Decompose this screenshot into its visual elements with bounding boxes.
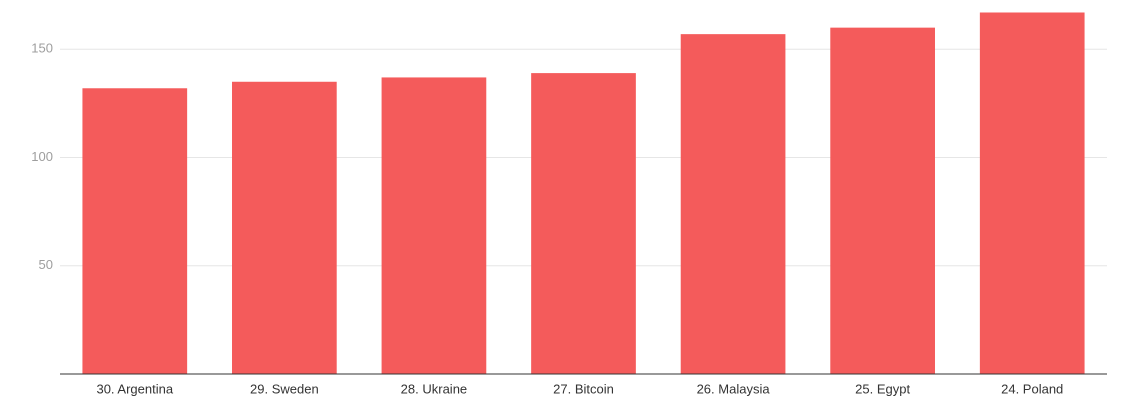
x-tick-label: 29. Sweden: [250, 381, 319, 396]
y-tick-label: 100: [31, 149, 53, 164]
bar: [830, 27, 935, 374]
bar: [232, 81, 337, 374]
bar: [531, 73, 636, 374]
x-tick-label: 26. Malaysia: [697, 381, 771, 396]
bar: [979, 12, 1085, 375]
y-tick-label: 50: [39, 257, 53, 272]
x-tick-label: 30. Argentina: [96, 381, 173, 396]
x-tick-label: 25. Egypt: [855, 381, 910, 396]
y-tick-label: 150: [31, 41, 53, 56]
bar: [381, 77, 487, 374]
x-tick-label: 28. Ukraine: [401, 381, 467, 396]
bar: [680, 34, 786, 375]
bar: [82, 88, 188, 375]
x-tick-label: 24. Poland: [1001, 381, 1063, 396]
x-tick-label: 27. Bitcoin: [553, 381, 614, 396]
